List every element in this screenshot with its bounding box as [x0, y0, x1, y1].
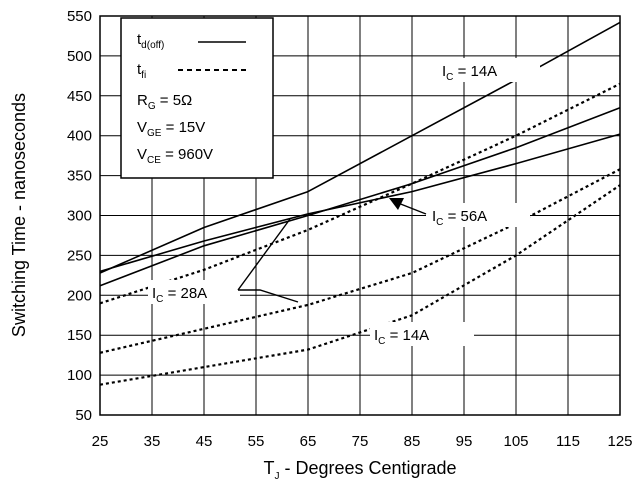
y-tick-label: 200 [67, 287, 92, 304]
tick-layer: 25 35 45 55 65 75 85 95 105 115 125 50 100 150 200 250 3… [67, 8, 633, 450]
annotation-bg-ic-14a-lower [370, 322, 474, 346]
annotation-bg-ic-56a [426, 203, 530, 227]
y-tick-label: 400 [67, 128, 92, 145]
x-tick-label: 35 [144, 433, 161, 450]
arrowhead-icon [389, 198, 404, 210]
annotation-ic-14a-lower: IC = 14A [374, 327, 429, 347]
y-tick-label: 550 [67, 8, 92, 25]
y-tick-label: 500 [67, 48, 92, 65]
y-tick-label: 250 [67, 247, 92, 264]
plot-frame [99, 15, 621, 416]
x-tick-label: 85 [404, 433, 421, 450]
legend-condition-vce: VCE = 960V [137, 146, 213, 166]
legend-box [120, 17, 274, 179]
y-tick-label: 450 [67, 88, 92, 105]
x-tick-label: 95 [456, 433, 473, 450]
series-line-tfi-3 [99, 82, 621, 305]
annotation-leader-ic-28a [238, 289, 299, 303]
legend: td(off) tfi RG = 5Ω VGE = 15V VCE = 960V [120, 17, 274, 179]
series-line-tfi-4 [99, 168, 621, 354]
annotations: IC = 14A IC = 56A IC = 28A IC = 14A [148, 58, 540, 347]
x-tick-label: 115 [556, 433, 580, 450]
annotation-ic-56a: IC = 56A [432, 208, 487, 228]
x-axis-title: TJ - Degrees Centigrade [263, 458, 456, 482]
x-tick-label: 55 [248, 433, 265, 450]
x-tick-label: 45 [196, 433, 213, 450]
legend-entry-tfi-label: tfi [137, 61, 146, 81]
annotation-ic-28a: IC = 28A [152, 285, 207, 305]
y-tick-label: 300 [67, 208, 92, 225]
series-line-td_off-1 [99, 107, 621, 287]
x-tick-label: 25 [92, 433, 109, 450]
annotation-arrow-ic-56a [397, 202, 427, 215]
y-tick-label: 350 [67, 168, 92, 185]
annotation-bg-ic-28a [148, 280, 240, 304]
x-tick-label: 75 [352, 433, 369, 450]
series-line-td_off-2 [99, 133, 621, 273]
x-tick-label: 65 [300, 433, 317, 450]
y-tick-label: 150 [67, 327, 92, 344]
legend-entry-td-off-label: td(off) [137, 31, 164, 51]
legend-condition-rg: RG = 5Ω [137, 92, 192, 112]
x-tick-label: 105 [503, 433, 528, 450]
series-line-tfi-5 [99, 184, 621, 386]
y-axis-title: Switching Time - nanoseconds [9, 93, 29, 337]
legend-condition-vge: VGE = 15V [137, 119, 205, 139]
annotation-ic-14a-upper: IC = 14A [442, 63, 497, 83]
y-tick-label: 50 [75, 407, 92, 424]
annotation-leader-ic-28a-up [237, 218, 291, 291]
annotation-bg-ic-14a-upper [436, 58, 540, 82]
y-tick-label: 100 [67, 367, 92, 384]
x-tick-label: 125 [607, 433, 632, 450]
